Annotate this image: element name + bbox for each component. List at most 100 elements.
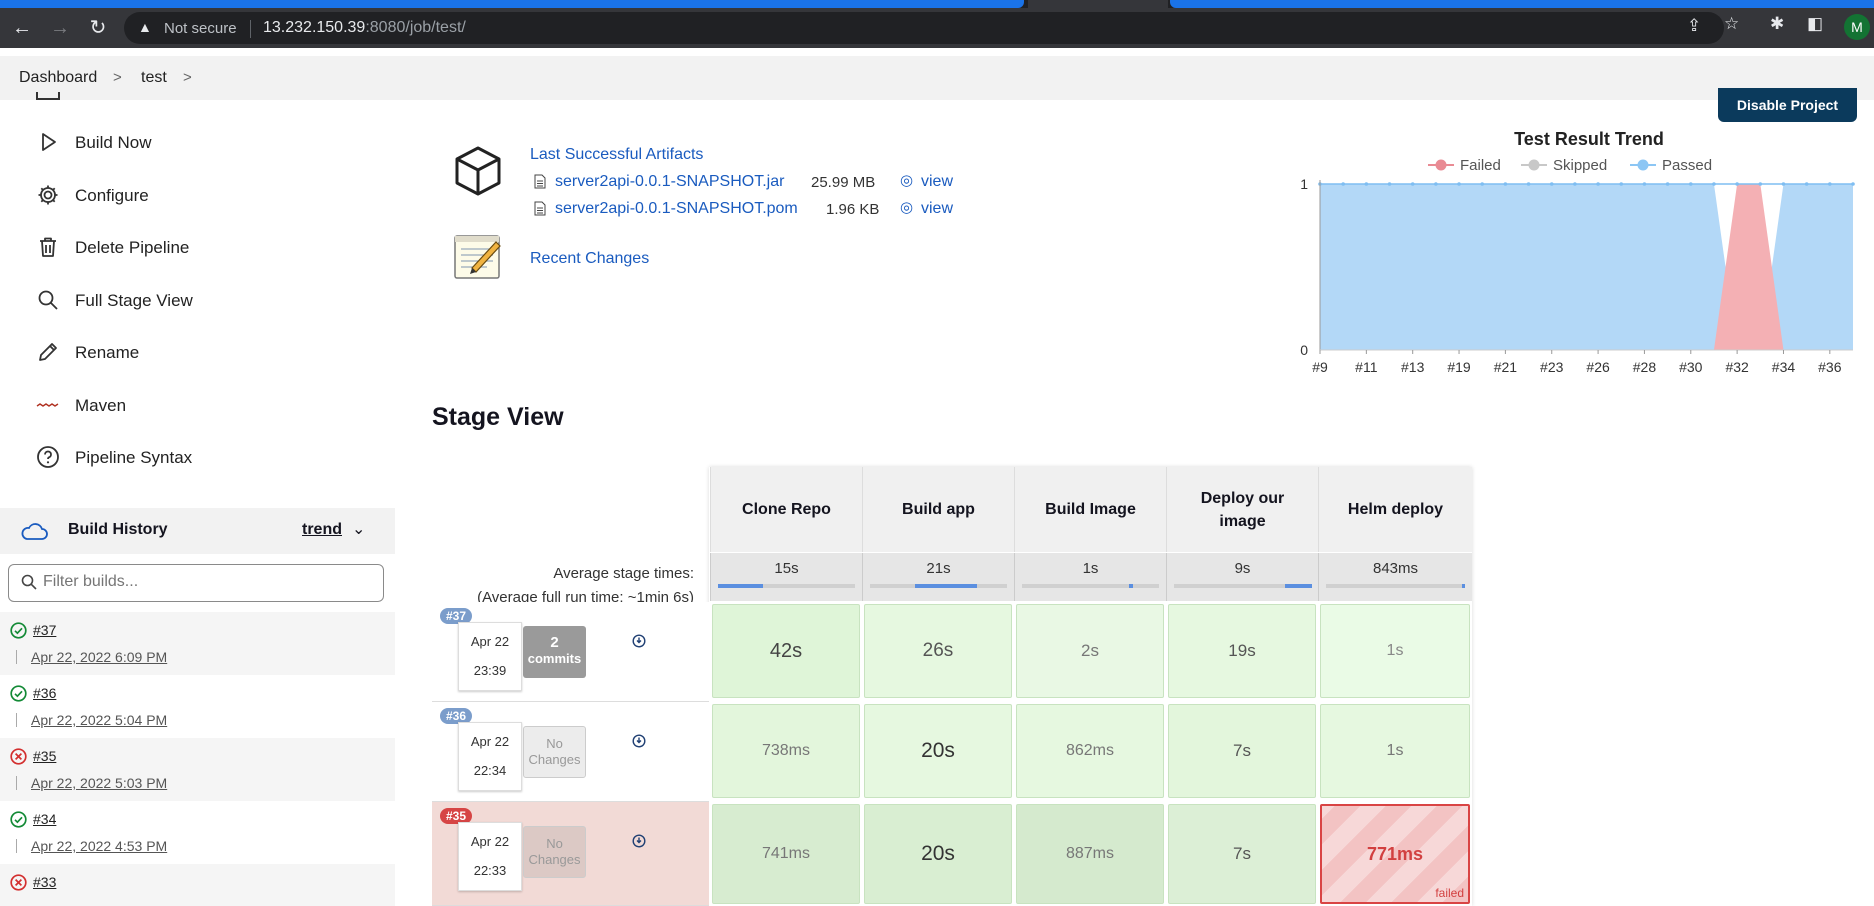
full-run-link[interactable]: full [541, 589, 562, 606]
stage-cell[interactable]: 738ms [712, 704, 860, 798]
data-point[interactable] [1688, 182, 1693, 186]
data-point[interactable] [1665, 182, 1670, 186]
stage-cell[interactable]: 19s [1168, 604, 1316, 698]
data-point[interactable] [1341, 182, 1345, 186]
chevron-right-icon[interactable]: > [183, 69, 192, 86]
build-number[interactable]: #37 [33, 622, 57, 638]
warning-icon[interactable]: ▲ [138, 19, 152, 35]
build-history-row[interactable]: #35 Apr 22, 2022 5:03 PM [0, 738, 395, 801]
filter-builds[interactable] [8, 564, 384, 602]
star-icon[interactable]: ☆ [1724, 14, 1740, 33]
data-point[interactable] [1457, 182, 1461, 186]
stage-cell[interactable]: 26s [864, 604, 1012, 698]
data-point[interactable] [1596, 182, 1600, 186]
build-number[interactable]: #36 [33, 685, 57, 701]
artifact-view-link[interactable]: view [921, 200, 954, 217]
build-date[interactable]: Apr 22, 2022 5:03 PM [31, 775, 168, 791]
stage-cell[interactable]: 1s [1320, 704, 1470, 798]
stage-cell[interactable]: 741ms [712, 804, 860, 904]
breadcrumb-job[interactable]: test [141, 69, 167, 86]
filter-builds-input[interactable] [43, 573, 363, 591]
address-bar[interactable]: ▲ Not secure 13.232.150.39:8080/job/test… [124, 12, 1724, 44]
trend-link[interactable]: trend [302, 521, 342, 538]
stage-cell[interactable]: 887ms [1016, 804, 1164, 904]
data-point[interactable] [1781, 182, 1786, 186]
build-date[interactable]: Apr 22, 2022 4:53 PM [31, 838, 168, 854]
share-icon[interactable]: ⇪ [1687, 16, 1702, 35]
last-successful-artifacts-link[interactable]: Last Successful Artifacts [530, 146, 704, 163]
data-point[interactable] [1434, 182, 1438, 186]
build-date[interactable]: Apr 22, 2022 6:09 PM [31, 649, 168, 665]
back-icon[interactable]: ← [12, 17, 32, 39]
build-history-row[interactable]: #37 Apr 22, 2022 6:09 PM [0, 612, 395, 675]
stage-cell-failed[interactable]: 771ms failed [1320, 804, 1470, 904]
build-number[interactable]: #33 [33, 874, 57, 890]
stage-cell[interactable]: 7s [1168, 704, 1316, 798]
data-point[interactable] [1503, 182, 1508, 186]
changes-button[interactable]: 2 commits [523, 626, 586, 678]
side-panel-icon[interactable]: ◧ [1807, 14, 1824, 33]
legend-item[interactable]: Skipped [1553, 157, 1607, 174]
profile-avatar[interactable]: M [1844, 14, 1870, 40]
data-point[interactable] [1387, 182, 1392, 186]
data-point[interactable] [1758, 182, 1763, 186]
stage-cell[interactable]: 20s [864, 704, 1012, 798]
reload-icon[interactable]: ↻ [89, 17, 107, 39]
stage-cell[interactable]: 20s [864, 804, 1012, 904]
browser-tab-active[interactable] [1028, 0, 1168, 8]
build-date[interactable]: Apr 22, 2022 5:04 PM [31, 712, 168, 728]
browser-tab[interactable] [0, 0, 1024, 8]
run-badge[interactable]: #37 [440, 608, 473, 624]
data-point[interactable] [1549, 182, 1554, 186]
data-point[interactable] [1619, 182, 1624, 186]
legend-item[interactable]: Failed [1460, 157, 1501, 174]
stage-cell[interactable]: 42s [712, 604, 860, 698]
artifact-view-link[interactable]: view [921, 173, 954, 190]
data-point[interactable] [1480, 182, 1485, 186]
build-number[interactable]: #34 [33, 811, 57, 827]
data-point[interactable] [1642, 182, 1647, 186]
data-point[interactable] [1364, 182, 1369, 186]
security-label[interactable]: Not secure [164, 20, 237, 37]
download-icon[interactable] [632, 734, 646, 748]
average-stage-time: 9s [1234, 560, 1251, 577]
run-badge[interactable]: #35 [440, 808, 473, 824]
stage-cell[interactable]: 862ms [1016, 704, 1164, 798]
stage-cell[interactable]: 2s [1016, 604, 1164, 698]
disable-project-button[interactable]: Disable Project [1718, 88, 1857, 122]
stage-cell[interactable]: 7s [1168, 804, 1316, 904]
download-icon[interactable] [632, 834, 646, 848]
data-point[interactable] [1573, 182, 1577, 186]
artifact-name-link[interactable]: server2api-0.0.1-SNAPSHOT.jar [555, 173, 785, 190]
data-point[interactable] [1712, 182, 1716, 186]
data-point[interactable] [1735, 182, 1739, 186]
fingerprint-icon[interactable]: ◎ [900, 172, 914, 189]
data-point[interactable] [1851, 182, 1855, 186]
browser-tab[interactable] [1170, 0, 1874, 8]
changes-icon[interactable] [36, 92, 60, 100]
build-number[interactable]: #35 [33, 748, 57, 764]
breadcrumb-dashboard[interactable]: Dashboard [19, 69, 98, 86]
build-history-row[interactable]: #36 Apr 22, 2022 5:04 PM [0, 675, 395, 738]
fingerprint-icon[interactable]: ◎ [900, 199, 914, 216]
changes-label: commits [527, 651, 582, 666]
forward-icon[interactable]: → [50, 17, 70, 39]
artifact-name-link[interactable]: server2api-0.0.1-SNAPSHOT.pom [555, 200, 798, 217]
build-history-row[interactable]: #34 Apr 22, 2022 4:53 PM [0, 801, 395, 864]
build-history-row[interactable]: #33 [0, 864, 395, 906]
url-text[interactable]: 13.232.150.39:8080/job/test/ [263, 19, 466, 37]
run-badge[interactable]: #36 [440, 708, 473, 724]
chevron-down-icon[interactable]: ⌄ [352, 521, 366, 538]
legend-item[interactable]: Passed [1662, 157, 1712, 174]
download-icon[interactable] [632, 634, 646, 648]
data-point[interactable] [1526, 182, 1531, 186]
data-point[interactable] [1410, 182, 1415, 186]
changes-button[interactable]: No Changes [523, 726, 586, 778]
data-point[interactable] [1828, 182, 1832, 186]
recent-changes-link[interactable]: Recent Changes [530, 250, 650, 267]
extensions-icon[interactable]: ✱ [1770, 14, 1785, 33]
changes-button[interactable]: No Changes [523, 826, 586, 878]
chevron-right-icon[interactable]: > [113, 69, 122, 86]
data-point[interactable] [1804, 182, 1809, 186]
stage-cell[interactable]: 1s [1320, 604, 1470, 698]
